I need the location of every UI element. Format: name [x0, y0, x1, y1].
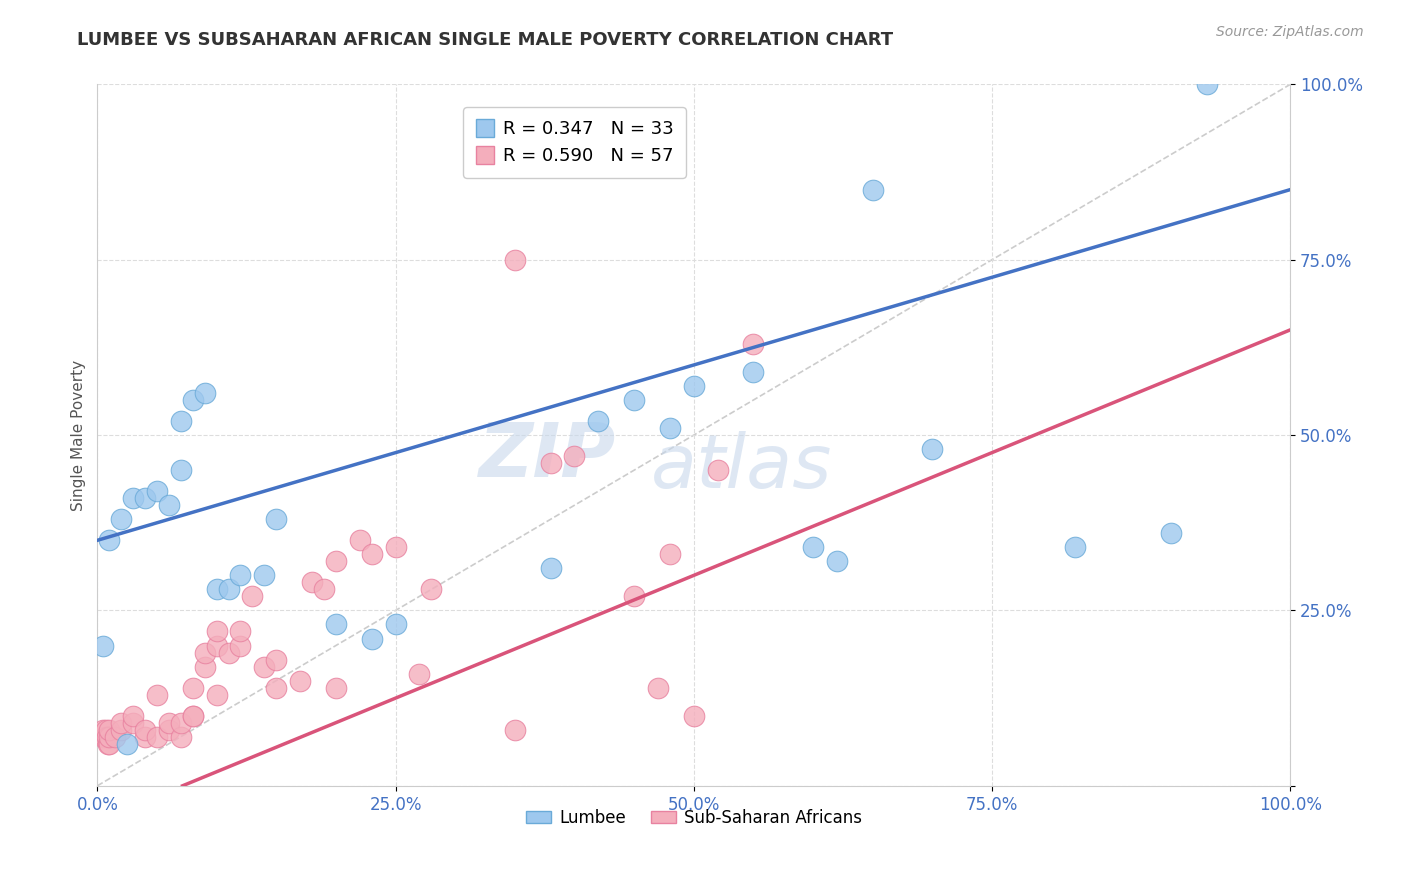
Point	[1064, 541, 1087, 555]
Point	[218, 582, 240, 597]
Point	[588, 414, 610, 428]
Point	[325, 554, 347, 568]
Point	[288, 673, 311, 688]
Point	[253, 659, 276, 673]
Point	[134, 723, 156, 737]
Point	[706, 463, 728, 477]
Point	[647, 681, 669, 695]
Point	[658, 547, 681, 561]
Point	[360, 632, 382, 646]
Point	[682, 379, 704, 393]
Point	[658, 421, 681, 435]
Point	[205, 688, 228, 702]
Point	[229, 639, 252, 653]
Legend: Lumbee, Sub-Saharan Africans: Lumbee, Sub-Saharan Africans	[519, 802, 869, 833]
Point	[325, 681, 347, 695]
Point	[91, 639, 114, 653]
Point	[242, 590, 264, 604]
Point	[1195, 78, 1218, 92]
Point	[146, 688, 169, 702]
Point	[98, 737, 121, 751]
Point	[825, 554, 848, 568]
Point	[205, 639, 228, 653]
Point	[181, 681, 204, 695]
Point	[170, 463, 193, 477]
Point	[98, 723, 121, 737]
Point	[194, 646, 217, 660]
Point	[264, 652, 287, 666]
Point	[104, 730, 127, 744]
Y-axis label: Single Male Poverty: Single Male Poverty	[72, 359, 86, 511]
Point	[264, 512, 287, 526]
Point	[157, 498, 180, 512]
Point	[93, 730, 115, 744]
Point	[194, 386, 217, 401]
Point	[312, 582, 335, 597]
Point	[110, 715, 132, 730]
Text: ZIP: ZIP	[479, 419, 616, 492]
Point	[218, 646, 240, 660]
Point	[157, 715, 180, 730]
Text: LUMBEE VS SUBSAHARAN AFRICAN SINGLE MALE POVERTY CORRELATION CHART: LUMBEE VS SUBSAHARAN AFRICAN SINGLE MALE…	[77, 31, 893, 49]
Text: Source: ZipAtlas.com: Source: ZipAtlas.com	[1216, 25, 1364, 39]
Point	[742, 365, 765, 379]
Point	[170, 414, 193, 428]
Point	[98, 533, 121, 548]
Point	[540, 456, 562, 470]
Point	[205, 624, 228, 639]
Point	[742, 337, 765, 351]
Point	[181, 708, 204, 723]
Point	[170, 730, 193, 744]
Point	[229, 624, 252, 639]
Point	[682, 708, 704, 723]
Point	[264, 681, 287, 695]
Point	[503, 252, 526, 267]
Point	[110, 723, 132, 737]
Point	[623, 590, 645, 604]
Point	[503, 723, 526, 737]
Point	[325, 617, 347, 632]
Point	[229, 568, 252, 582]
Point	[157, 723, 180, 737]
Point	[110, 512, 132, 526]
Point	[98, 730, 121, 744]
Point	[122, 715, 145, 730]
Point	[384, 617, 406, 632]
Point	[122, 491, 145, 506]
Point	[420, 582, 443, 597]
Point	[349, 533, 371, 548]
Point	[181, 708, 204, 723]
Point	[540, 561, 562, 575]
Point	[623, 392, 645, 407]
Point	[170, 715, 193, 730]
Point	[564, 449, 586, 463]
Text: atlas: atlas	[651, 431, 832, 503]
Point	[146, 484, 169, 499]
Point	[862, 183, 884, 197]
Point	[408, 666, 430, 681]
Point	[801, 541, 824, 555]
Point	[91, 730, 114, 744]
Point	[253, 568, 276, 582]
Point	[301, 575, 323, 590]
Point	[1160, 526, 1182, 541]
Point	[94, 723, 117, 737]
Point	[181, 392, 204, 407]
Point	[122, 708, 145, 723]
Point	[194, 659, 217, 673]
Point	[115, 737, 138, 751]
Point	[921, 442, 943, 457]
Point	[205, 582, 228, 597]
Point	[360, 547, 382, 561]
Point	[97, 737, 120, 751]
Point	[146, 730, 169, 744]
Point	[384, 541, 406, 555]
Point	[134, 491, 156, 506]
Point	[96, 730, 118, 744]
Point	[91, 723, 114, 737]
Point	[134, 730, 156, 744]
